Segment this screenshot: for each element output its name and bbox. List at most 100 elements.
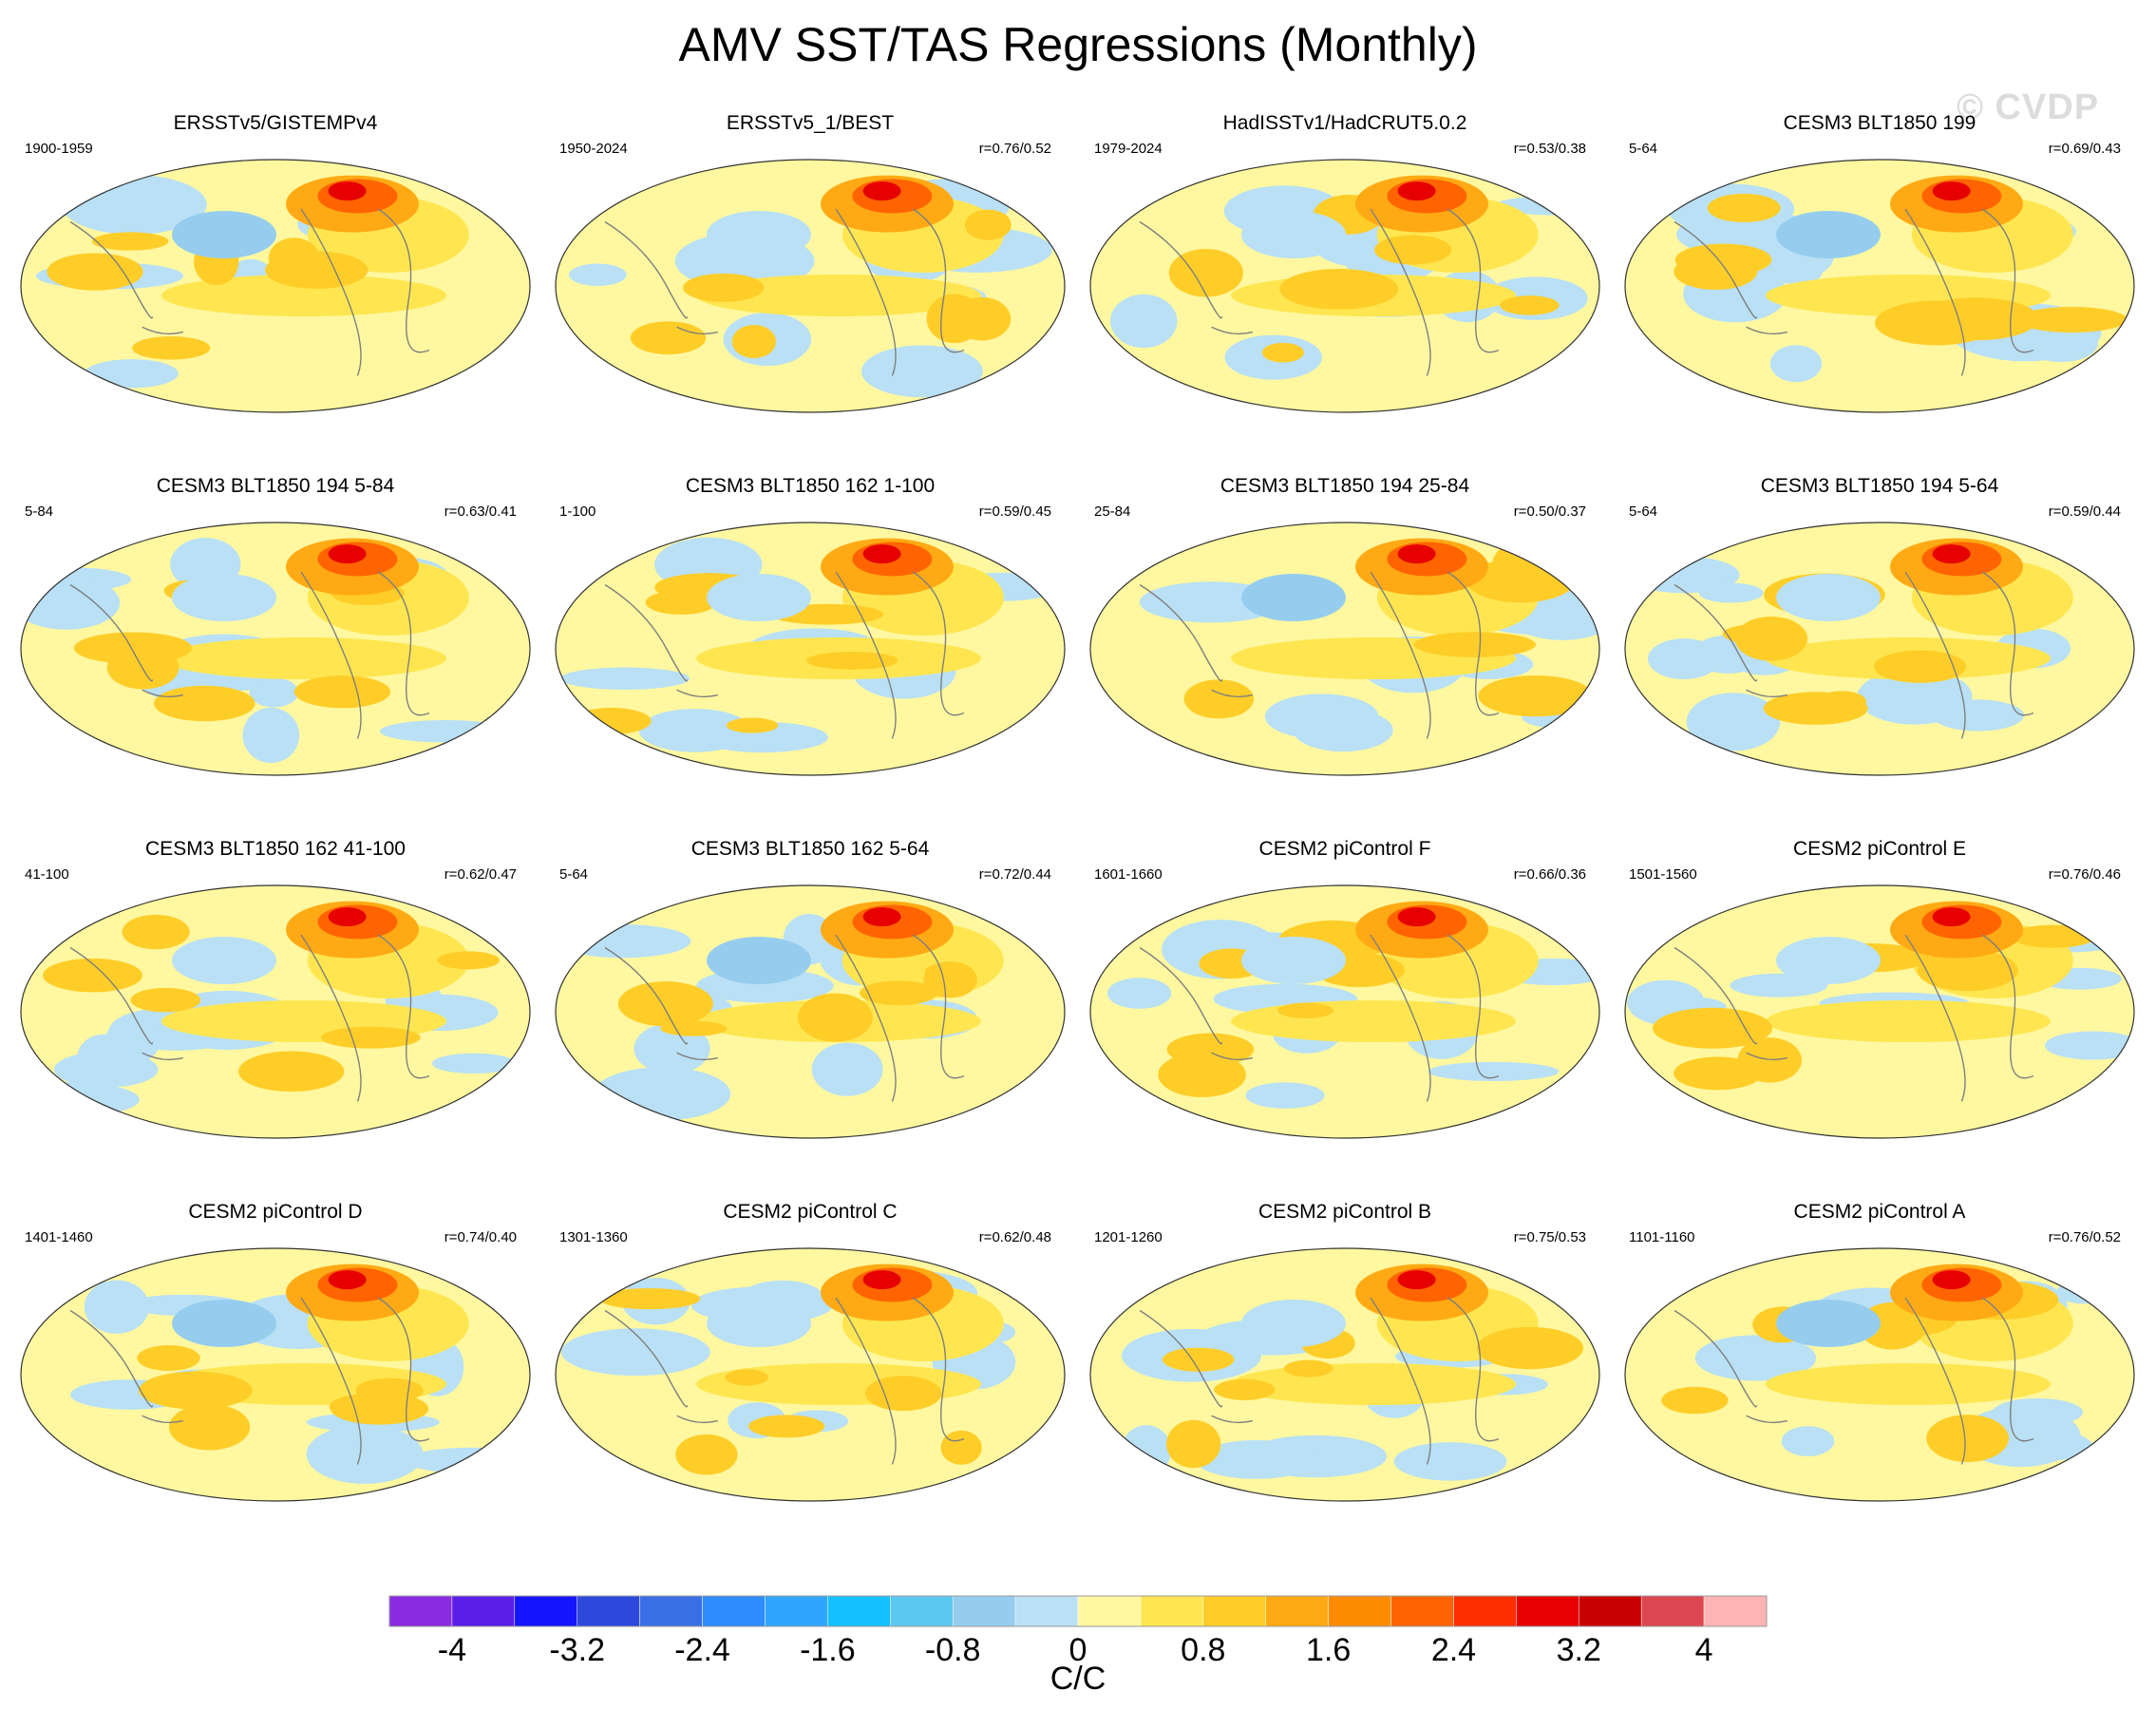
warm-anomaly <box>1283 1359 1333 1378</box>
panel-correlation: r=0.59/0.44 <box>2048 504 2121 520</box>
panel-correlation: r=0.69/0.43 <box>2048 141 2121 157</box>
warm-anomaly <box>964 209 1012 240</box>
cool-anomaly <box>811 1042 883 1096</box>
north-pacific-cool <box>1241 211 1346 258</box>
cool-anomaly <box>306 1424 424 1484</box>
colorbar-swatch <box>702 1595 766 1627</box>
cool-anomaly <box>84 359 179 389</box>
map-outline <box>20 522 531 776</box>
warm-anomaly <box>940 1430 982 1465</box>
warm-anomaly <box>2016 306 2128 332</box>
colorbar-swatch <box>577 1595 640 1627</box>
coastline <box>604 208 965 376</box>
cool-anomaly <box>1393 1442 1507 1481</box>
coastline <box>1674 934 2034 1102</box>
panel-title: ERSSTv5_1/BEST <box>726 112 895 134</box>
panel-title: CESM2 piControl E <box>1792 838 1967 860</box>
north-atlantic-max <box>328 907 367 927</box>
warm-anomaly <box>1674 243 1772 276</box>
colorbar-tick-label: -0.8 <box>924 1632 981 1668</box>
map-outline <box>20 884 531 1139</box>
map-panel: CESM2 piControl D 1401-1460 r=0.74/0.40 <box>9 1201 541 1581</box>
warm-anomaly <box>91 232 169 251</box>
regression-map <box>555 159 1066 413</box>
warm-anomaly <box>645 590 717 615</box>
warm-anomaly <box>572 708 652 735</box>
regression-map <box>555 1247 1066 1502</box>
regression-map <box>20 522 531 776</box>
panel-correlation: r=0.76/0.52 <box>2048 1229 2121 1245</box>
warm-anomaly <box>1491 544 1531 594</box>
north-pacific-cool <box>1241 574 1346 621</box>
map-panel: CESM2 piControl B 1201-1260 r=0.75/0.53 <box>1079 1201 1611 1581</box>
cool-anomaly <box>560 667 690 690</box>
regression-map <box>20 159 531 413</box>
panel-title: CESM3 BLT1850 162 5-64 <box>690 838 930 860</box>
colorbar-tick-label: -2.4 <box>674 1632 730 1668</box>
colorbar-swatch <box>1014 1595 1079 1627</box>
colorbar-swatch <box>1516 1595 1579 1627</box>
panel-correlation: r=0.53/0.38 <box>1513 141 1586 157</box>
colorbar-swatch <box>451 1595 516 1627</box>
north-pacific-cool <box>1241 1300 1346 1347</box>
colorbar-swatch <box>1640 1595 1705 1627</box>
warm-anomaly <box>1734 617 1808 661</box>
colorbar-swatch <box>1265 1595 1329 1627</box>
figure-title: AMV SST/TAS Regressions (Monthly) <box>678 18 1478 71</box>
north-atlantic-max <box>328 544 367 564</box>
north-pacific-cool <box>707 1300 811 1347</box>
warm-anomaly <box>154 685 255 722</box>
coastline <box>69 208 430 376</box>
cool-anomaly <box>560 1328 710 1377</box>
regression-map <box>1089 522 1600 776</box>
warm-anomaly <box>617 981 713 1027</box>
panel-period: 25-84 <box>1094 504 1131 520</box>
cool-anomaly <box>1992 1397 2084 1427</box>
north-atlantic-max <box>1397 1270 1436 1290</box>
cool-anomaly <box>1857 669 1973 725</box>
warm-anomaly <box>630 321 707 355</box>
map-panel: CESM3 BLT1850 162 41-100 41-100 r=0.62/0.4… <box>9 838 541 1218</box>
cool-anomaly <box>1698 582 1764 603</box>
warm-anomaly <box>1374 235 1452 265</box>
panel-correlation: r=0.76/0.46 <box>2048 866 2121 883</box>
cool-anomaly <box>2044 1031 2134 1060</box>
colorbar-tick-label: 3.2 <box>1556 1632 1601 1668</box>
cool-anomaly <box>568 263 627 287</box>
colorbar-swatch <box>765 1595 828 1627</box>
colorbar-swatch <box>890 1595 954 1627</box>
panel-period: 5-64 <box>1629 504 1658 520</box>
panel-period: 1900-1959 <box>25 141 93 157</box>
warm-anomaly <box>1168 249 1243 297</box>
cool-anomaly <box>1516 605 1599 640</box>
north-atlantic-max <box>1932 907 1971 927</box>
colorbar-swatch <box>1579 1595 1642 1627</box>
warm-anomaly <box>1707 193 1781 223</box>
map-outline <box>20 1247 531 1502</box>
north-pacific-cool <box>172 211 276 258</box>
cool-anomaly <box>249 677 299 708</box>
panel-period: 1-100 <box>559 504 596 520</box>
coastline <box>1674 1297 2034 1465</box>
map-panel: CESM2 piControl F 1601-1660 r=0.66/0.36 <box>1079 838 1611 1218</box>
colorbar-swatch <box>639 1595 703 1627</box>
north-pacific-cool <box>1776 211 1881 258</box>
map-outline <box>1624 159 2135 413</box>
map-panel: ERSSTv5_1/BEST 1950-2024 r=0.76/0.52 <box>544 112 1076 492</box>
warm-anomaly <box>748 1415 825 1438</box>
cool-anomaly <box>593 1067 731 1121</box>
north-atlantic-max <box>862 544 901 564</box>
cool-anomaly <box>1264 694 1379 739</box>
north-atlantic-max <box>1397 907 1436 927</box>
panel-title: CESM2 piControl F <box>1258 838 1431 860</box>
warm-anomaly <box>168 1403 251 1451</box>
cool-anomaly <box>407 1447 530 1474</box>
regression-map <box>20 1247 531 1502</box>
panel-period: 1950-2024 <box>559 141 628 157</box>
north-atlantic-max <box>1932 1270 1971 1290</box>
coastline <box>1139 571 1500 739</box>
warm-anomaly <box>797 993 873 1042</box>
cool-anomaly <box>697 722 828 753</box>
panel-title: CESM2 piControl C <box>723 1201 898 1223</box>
colorbar-tick-label: 1.6 <box>1305 1632 1352 1668</box>
